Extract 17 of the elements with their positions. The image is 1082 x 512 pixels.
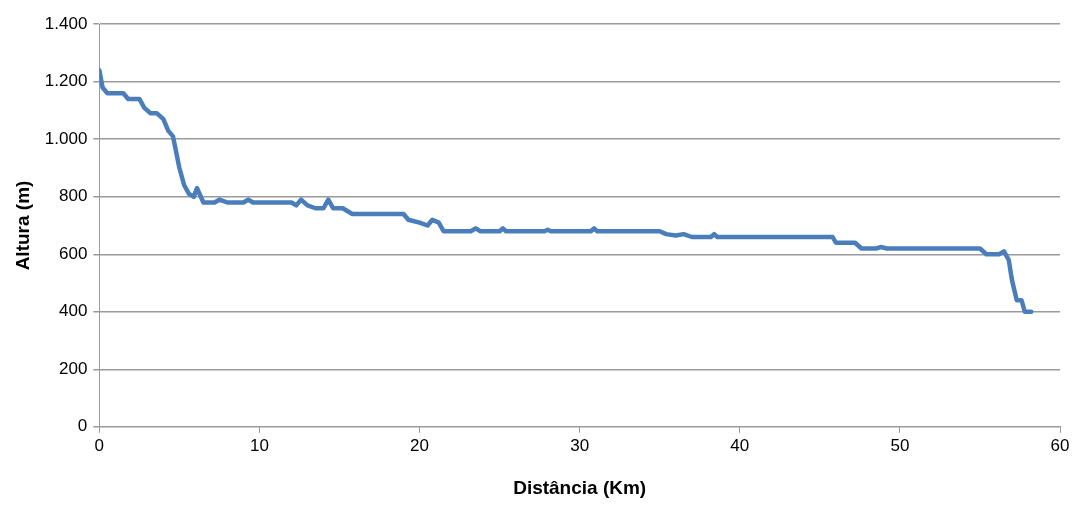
x-tick-label: 50 [890, 435, 910, 455]
x-tick-label: 60 [1050, 435, 1070, 455]
x-tick-label: 40 [730, 435, 750, 455]
x-axis-title: Distância (Km) [513, 476, 647, 498]
y-tick-label: 0 [77, 416, 88, 436]
y-tick-label: 1.000 [44, 128, 88, 148]
x-tick-label: 0 [94, 435, 105, 455]
y-tick-label: 200 [58, 358, 88, 378]
y-tick-label: 600 [58, 243, 88, 263]
y-tick-label: 1.400 [44, 13, 88, 33]
y-tick-label: 800 [58, 186, 88, 206]
x-tick-label: 20 [410, 435, 430, 455]
y-axis-title: Altura (m) [11, 180, 33, 271]
y-tick-label: 1.200 [44, 71, 88, 91]
y-tick-label: 400 [58, 301, 88, 321]
x-tick-label: 10 [249, 435, 269, 455]
x-tick-label: 30 [570, 435, 590, 455]
